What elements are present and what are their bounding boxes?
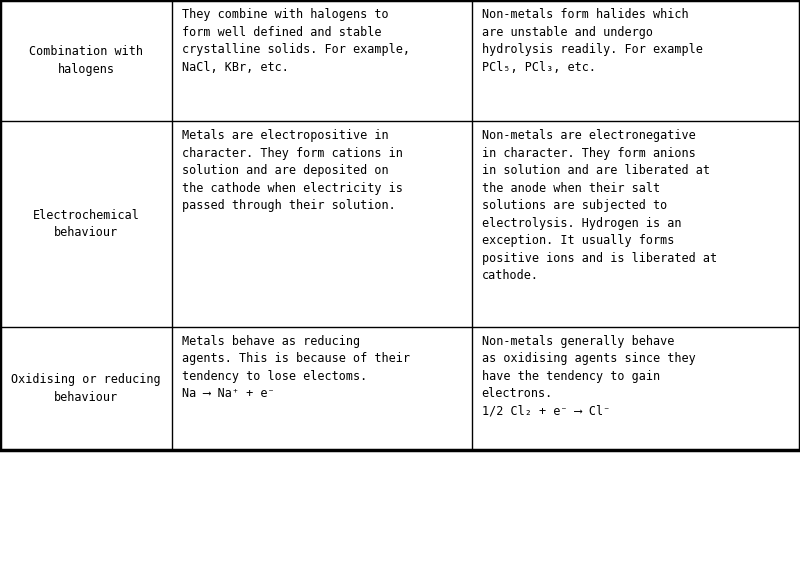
Text: Non-metals generally behave
as oxidising agents since they
have the tendency to : Non-metals generally behave as oxidising… bbox=[482, 335, 695, 418]
Bar bbox=[0, 0, 800, 450]
Text: Electrochemical
behaviour: Electrochemical behaviour bbox=[33, 208, 139, 239]
Text: They combine with halogens to
form well defined and stable
crystalline solids. F: They combine with halogens to form well … bbox=[182, 8, 410, 74]
Text: Non-metals form halides which
are unstable and undergo
hydrolysis readily. For e: Non-metals form halides which are unstab… bbox=[482, 8, 702, 74]
Text: Oxidising or reducing
behaviour: Oxidising or reducing behaviour bbox=[11, 373, 161, 404]
Text: Metals are electropositive in
character. They form cations in
solution and are d: Metals are electropositive in character.… bbox=[182, 129, 402, 212]
Text: Non-metals are electronegative
in character. They form anions
in solution and ar: Non-metals are electronegative in charac… bbox=[482, 129, 717, 283]
Text: Combination with
halogens: Combination with halogens bbox=[29, 45, 143, 76]
Text: Metals behave as reducing
agents. This is because of their
tendency to lose elec: Metals behave as reducing agents. This i… bbox=[182, 335, 410, 400]
